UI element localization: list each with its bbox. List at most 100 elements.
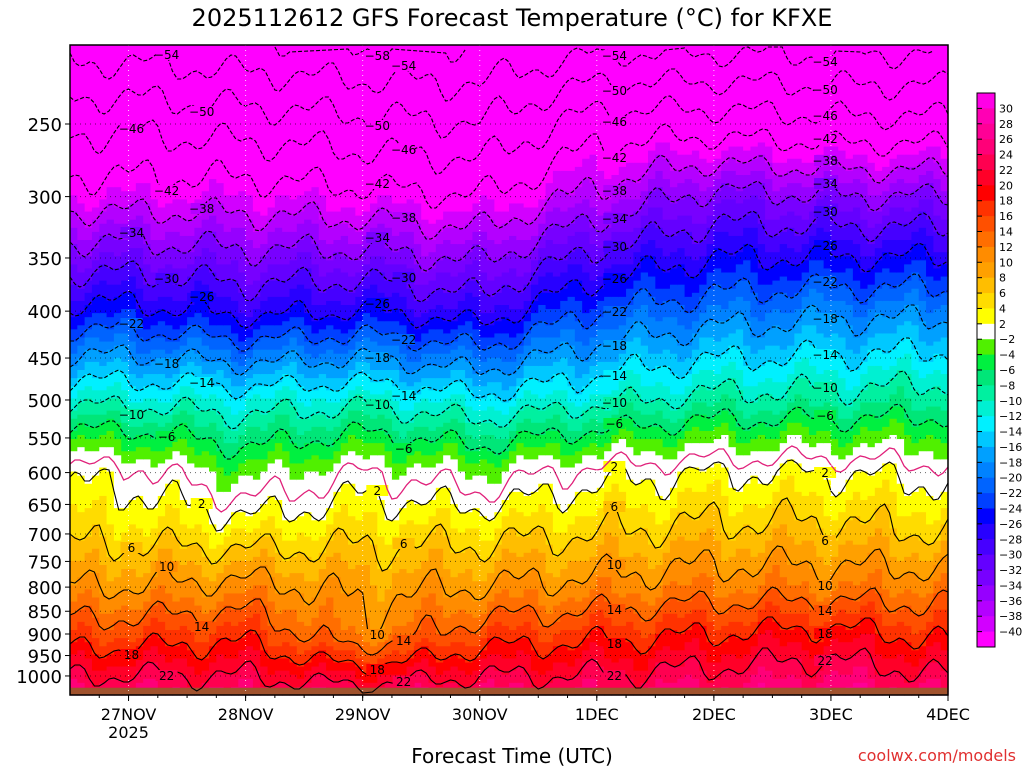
field-cell [611,378,620,391]
field-cell [889,435,898,465]
field-cell [867,589,876,603]
field-cell [187,349,195,363]
field-cell [494,227,503,245]
field-cell [911,166,920,184]
field-cell [640,191,649,205]
field-cell [187,447,195,465]
field-cell [245,329,254,339]
field-cell [369,357,378,371]
field-cell [150,528,159,546]
field-cell [70,353,78,367]
field-cell [413,329,422,343]
field-cell [787,630,795,643]
field-cell [896,406,905,424]
field-cell [289,589,298,611]
field-cell [216,451,225,469]
field-cell [245,264,254,286]
field-cell [926,45,934,148]
field-cell [852,398,861,412]
field-cell [318,317,327,330]
field-cell [99,467,108,497]
field-cell [479,638,488,651]
field-cell [574,357,583,379]
field-cell [274,658,283,672]
isotherm-label-bg [366,298,389,309]
field-cell [611,203,620,221]
field-cell [779,260,788,278]
field-cell [633,199,642,213]
field-cell [677,471,686,493]
field-cell [889,365,898,379]
field-cell [677,601,686,619]
field-cell [91,313,100,326]
field-cell [867,658,876,680]
isotherm-label: −30 [812,205,837,219]
field-cell [296,666,305,680]
field-cell [70,410,78,420]
field-cell [406,288,415,310]
field-cell [874,674,883,692]
field-cell [238,447,247,465]
field-cell [889,333,898,351]
field-cell [143,678,152,692]
field-cell [552,532,561,558]
field-cell [765,378,773,395]
field-cell [830,439,839,456]
field-cell [77,422,86,436]
field-cell [808,658,817,680]
field-cell [421,426,430,440]
field-cell [165,378,174,391]
field-cell [230,333,239,347]
field-cell [465,479,474,513]
field-cell [311,666,320,676]
field-cell [743,199,752,217]
field-cell [567,207,576,225]
field-cell [845,406,854,420]
isotherm-label: 18 [124,648,139,662]
field-cell [567,296,576,314]
x-tick-label: 4DEC [926,705,970,724]
field-cell [896,577,905,595]
field-cell [179,252,188,270]
field-cell [443,321,452,335]
isotherm-label: 2 [611,460,619,474]
field-cell [311,345,320,359]
field-cell [904,45,913,156]
field-cell [552,605,561,623]
isotherm-label: 14 [194,620,209,634]
field-cell [538,447,547,456]
field-cell [172,630,181,647]
field-cell [691,609,700,623]
field-cell [421,235,430,257]
field-cell [889,317,898,335]
credit-link[interactable]: coolwx.com/models [857,746,1016,765]
colorbar-label: 20 [999,179,1013,192]
field-cell [384,569,393,590]
field-cell [618,528,627,558]
field-cell [311,305,320,322]
field-cell [904,240,913,253]
field-cell [926,219,934,237]
field-cell [113,678,122,696]
field-cell [384,520,393,546]
field-cell [618,625,627,643]
field-cell [252,321,261,330]
field-cell [750,426,759,440]
field-cell [926,313,934,330]
field-cell [187,252,195,265]
field-cell [274,382,283,391]
field-cell [369,674,378,684]
field-cell [304,325,313,343]
field-cell [143,353,152,367]
field-cell [326,227,334,245]
field-cell [282,560,291,578]
field-cell [121,207,130,225]
field-cell [874,471,883,489]
field-cell [772,658,781,680]
field-cell [772,548,781,566]
field-cell [918,199,927,213]
field-cell [399,353,408,371]
field-cell [765,601,773,619]
field-cell [721,467,730,497]
field-cell [611,45,620,176]
